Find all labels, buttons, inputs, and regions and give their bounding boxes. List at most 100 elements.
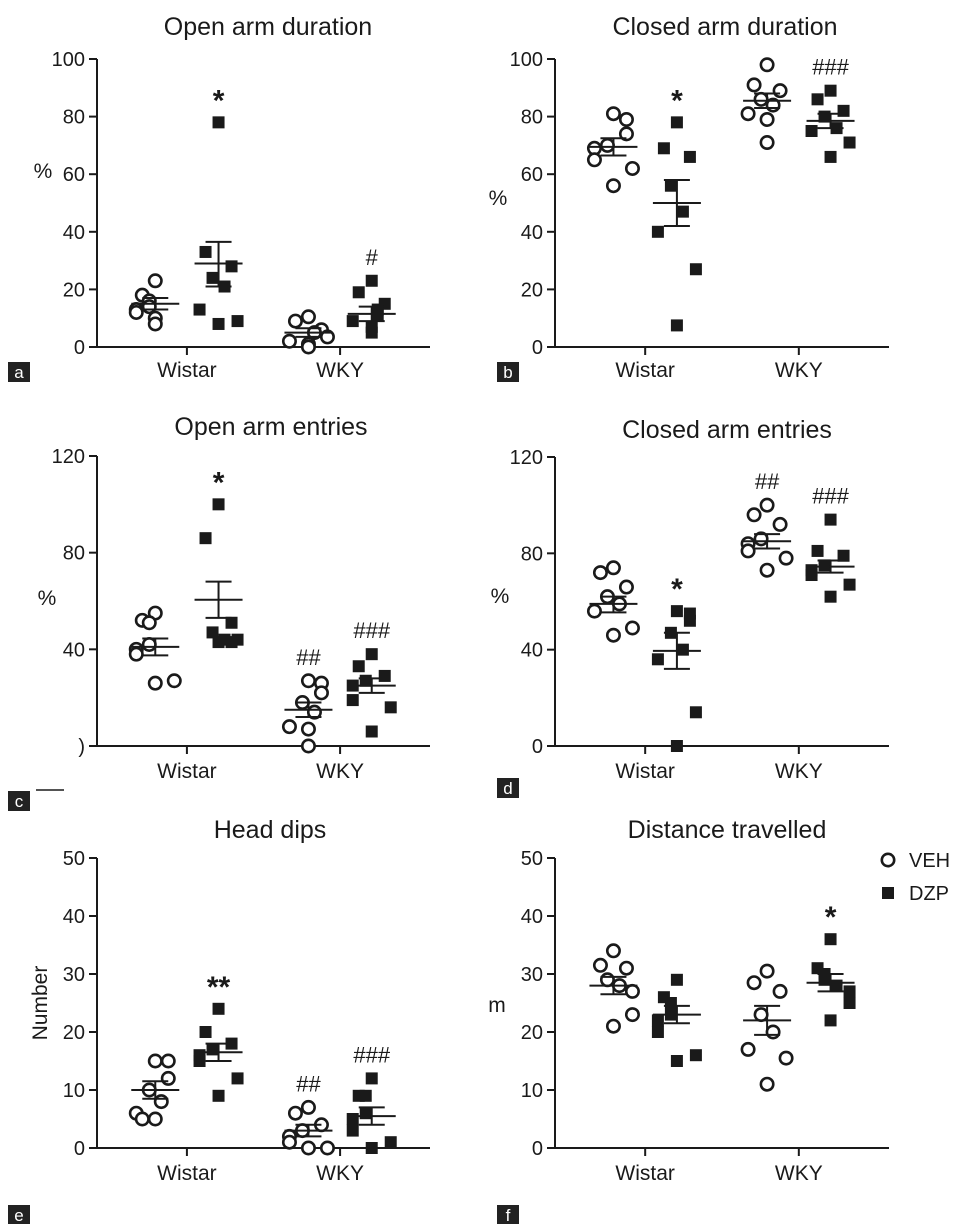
y-tick-label: 60 xyxy=(63,164,85,186)
y-tick-label: 0 xyxy=(532,1138,543,1160)
significance-annotation: ### xyxy=(812,55,849,80)
y-tick-label: 100 xyxy=(510,49,543,71)
data-point-veh xyxy=(300,1099,316,1115)
data-point-veh xyxy=(147,1053,163,1069)
data-point-veh xyxy=(599,137,615,153)
data-point-dzp xyxy=(824,150,837,163)
y-axis-label: % xyxy=(38,587,57,610)
data-point-veh xyxy=(740,106,756,122)
y-tick-label: 50 xyxy=(521,848,543,870)
group-wky-dzp: ### xyxy=(805,55,856,163)
significance-annotation: ## xyxy=(296,645,321,670)
data-point-veh xyxy=(618,111,634,127)
data-point-veh xyxy=(624,1007,640,1023)
data-point-veh xyxy=(160,1070,176,1086)
legend-label: DZP xyxy=(909,883,949,905)
group-wky-veh: ## xyxy=(740,469,794,578)
data-point-veh xyxy=(313,685,329,701)
x-category-label: WKY xyxy=(775,1162,823,1185)
data-point-dzp xyxy=(365,274,378,287)
panel-a: Open arm duration 0 20 40 60 80 100% Wistar WKY *… xyxy=(8,13,430,382)
data-point-dzp xyxy=(670,319,683,332)
group-wky-dzp: * xyxy=(806,901,856,1027)
panel-title: Closed arm entries xyxy=(622,416,832,444)
x-category-label: Wistar xyxy=(157,359,217,382)
x-category-label: Wistar xyxy=(615,1162,675,1185)
y-tick-label: 100 xyxy=(52,49,85,71)
data-point-veh xyxy=(759,135,775,151)
data-point-dzp xyxy=(689,263,702,276)
data-point-veh xyxy=(759,57,775,73)
data-point-veh xyxy=(605,1018,621,1034)
group-wky-veh: ## xyxy=(281,645,333,754)
significance-annotation: ### xyxy=(353,618,390,643)
data-point-dzp xyxy=(193,1055,206,1067)
data-point-veh xyxy=(281,719,297,735)
group-wistar-dzp: * xyxy=(651,84,702,332)
legend: VEH DZP xyxy=(880,850,950,905)
panel-badge xyxy=(8,791,30,811)
data-point-veh xyxy=(746,77,762,93)
data-point-dzp xyxy=(683,614,696,627)
panel-title: Head dips xyxy=(214,816,327,844)
data-point-veh xyxy=(147,273,163,289)
data-point-dzp xyxy=(365,326,378,339)
data-point-veh xyxy=(160,1053,176,1069)
group-wistar-dzp: * xyxy=(194,466,244,649)
data-point-veh xyxy=(147,316,163,332)
group-wky-dzp: ### xyxy=(805,484,856,603)
data-point-veh xyxy=(740,543,756,559)
group-wistar-dzp: * xyxy=(193,84,244,330)
data-point-veh xyxy=(759,497,775,513)
y-tick-label: 120 xyxy=(52,446,85,468)
group-wistar-veh xyxy=(128,273,180,332)
group-wistar-veh xyxy=(589,943,640,1034)
data-point-dzp xyxy=(805,125,818,137)
significance-annotation: * xyxy=(671,84,683,117)
group-wistar-veh xyxy=(128,605,182,691)
y-tick-label: 20 xyxy=(63,1022,85,1044)
y-tick-label: 40 xyxy=(63,222,85,244)
group-wky-veh xyxy=(740,963,794,1092)
data-point-veh xyxy=(618,126,634,142)
significance-annotation: ** xyxy=(207,971,231,1004)
data-point-dzp xyxy=(346,1113,359,1125)
data-point-dzp xyxy=(206,271,219,284)
data-point-veh xyxy=(618,960,634,976)
data-point-dzp xyxy=(365,648,378,661)
y-tick-label: 0 xyxy=(532,736,543,758)
data-point-veh xyxy=(147,675,163,691)
data-point-dzp xyxy=(657,142,670,155)
panel-badge-label: a xyxy=(14,363,24,382)
data-point-dzp xyxy=(805,569,818,582)
data-point-veh xyxy=(287,313,303,329)
data-point-dzp xyxy=(843,136,856,149)
group-wistar-veh xyxy=(586,560,640,643)
data-point-dzp xyxy=(664,179,677,192)
data-point-dzp xyxy=(824,84,837,97)
panel-badge xyxy=(8,362,30,382)
data-point-dzp xyxy=(670,740,683,752)
group-wistar-dzp: * xyxy=(651,573,702,752)
y-tick-label: 50 xyxy=(63,848,85,870)
y-tick-label: 0 xyxy=(74,1138,85,1160)
data-point-dzp xyxy=(231,315,244,328)
significance-annotation: ### xyxy=(812,484,849,509)
data-point-veh xyxy=(753,1007,769,1023)
data-point-dzp xyxy=(206,626,219,639)
data-point-dzp xyxy=(824,513,837,526)
data-point-dzp xyxy=(225,260,238,273)
y-axis-label: % xyxy=(491,585,510,608)
y-tick-label: 80 xyxy=(521,107,543,129)
panel-badge-label: c xyxy=(15,792,24,811)
y-tick-label: 20 xyxy=(521,279,543,301)
panel-badge-label: d xyxy=(503,779,512,798)
data-point-veh xyxy=(759,562,775,578)
data-point-veh xyxy=(759,111,775,127)
data-point-veh xyxy=(624,160,640,176)
x-category-label: Wistar xyxy=(615,760,675,783)
data-point-veh xyxy=(134,1111,150,1127)
significance-annotation: ### xyxy=(353,1042,390,1067)
